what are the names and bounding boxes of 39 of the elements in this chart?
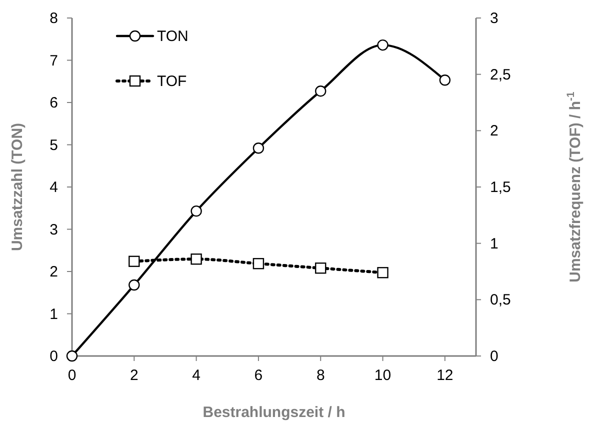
y2-tick-label: 2	[490, 122, 498, 140]
y-tick-label: 4	[50, 179, 58, 196]
point	[128, 279, 140, 291]
y-tick-label: 3	[50, 221, 58, 238]
point	[252, 258, 264, 270]
x-axis-title: Bestrahlungszeit / h	[202, 404, 346, 421]
legend-label: TOF	[157, 73, 187, 90]
y-tick-label: 7	[50, 52, 58, 70]
y-tick-label: 6	[50, 94, 58, 112]
legend-label: TON	[157, 28, 188, 45]
y-tick-label: 0	[50, 348, 58, 365]
point	[315, 85, 326, 97]
y2-tick-label: 0,5	[490, 292, 511, 309]
y-tick-label: 2	[50, 264, 58, 280]
y2-tick-label: 2,5	[490, 66, 511, 84]
point	[190, 205, 202, 217]
x-tick-label: 2	[130, 367, 138, 384]
y-tick-label: 1	[50, 306, 58, 323]
y2-tick-label: 0	[490, 348, 498, 365]
x-tick-label: 10	[374, 367, 392, 384]
x-tick-label: 8	[316, 367, 325, 384]
point	[439, 74, 451, 86]
y-tick-label: 8	[50, 10, 58, 27]
y2-tick-label: 3	[490, 10, 498, 27]
y-tick-label: 5	[50, 136, 58, 154]
point	[377, 39, 388, 51]
point	[377, 267, 388, 278]
point	[252, 142, 264, 154]
y2-tick-label: 1,5	[490, 179, 511, 196]
x-tick-label: 0	[68, 367, 76, 384]
x-tick-label: 12	[436, 367, 454, 384]
point	[66, 350, 78, 362]
y2-tick-label: 1	[490, 235, 498, 252]
x-tick-label: 4	[192, 367, 200, 384]
y-axis-title: Umsatzzahl (TON)	[9, 122, 26, 252]
point	[128, 256, 140, 267]
x-tick-label: 6	[254, 367, 263, 384]
point	[190, 254, 202, 265]
point	[315, 262, 326, 274]
